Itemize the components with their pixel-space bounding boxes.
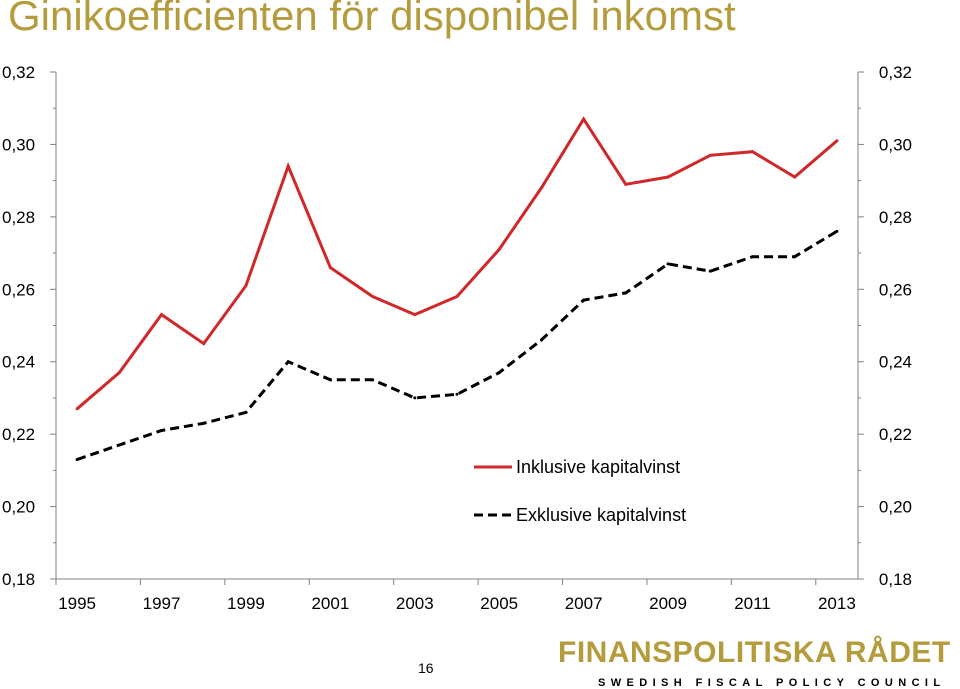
y-tick-label-left: 0,18 bbox=[2, 570, 35, 589]
y-tick-label-right: 0,24 bbox=[879, 353, 912, 372]
data-point bbox=[328, 378, 332, 382]
data-point bbox=[413, 313, 417, 317]
y-tick-label-right: 0,22 bbox=[879, 425, 912, 444]
data-point bbox=[539, 338, 543, 342]
x-tick-label: 1997 bbox=[143, 594, 181, 613]
data-point bbox=[328, 266, 332, 270]
y-tick-label-left: 0,30 bbox=[2, 135, 35, 154]
data-point bbox=[708, 269, 712, 273]
data-point bbox=[75, 407, 79, 411]
data-point bbox=[202, 421, 206, 425]
data-point bbox=[455, 392, 459, 396]
data-point bbox=[582, 298, 586, 302]
page-number: 16 bbox=[418, 660, 434, 676]
y-tick-label-right: 0,28 bbox=[879, 208, 912, 227]
data-point bbox=[793, 255, 797, 259]
chart-axes: 0,18 0,18 0,20 0,20 0,22 0,22 0,24 0,24 0,26 0,26… bbox=[2, 63, 912, 613]
x-tick-label: 1999 bbox=[227, 594, 265, 613]
data-point bbox=[286, 164, 290, 168]
x-tick-label: 1995 bbox=[58, 594, 96, 613]
x-tick-label: 2005 bbox=[480, 594, 518, 613]
data-point bbox=[497, 247, 501, 251]
data-point bbox=[624, 291, 628, 295]
x-tick-label: 2011 bbox=[734, 594, 771, 613]
legend-item-inklusive-label: Inklusive kapitalvinst bbox=[516, 457, 680, 477]
x-tick-label: 2013 bbox=[818, 594, 856, 613]
y-tick-label-left: 0,20 bbox=[2, 498, 35, 517]
data-point bbox=[286, 360, 290, 364]
data-point bbox=[750, 150, 754, 154]
y-tick-label-left: 0,32 bbox=[2, 63, 35, 82]
data-point bbox=[666, 262, 670, 266]
x-tick-label: 2001 bbox=[311, 594, 349, 613]
data-point bbox=[793, 175, 797, 179]
series-layer bbox=[75, 116, 839, 461]
data-point bbox=[75, 457, 79, 461]
data-point bbox=[244, 284, 248, 288]
x-tick-label: 2003 bbox=[396, 594, 434, 613]
legend-item-exklusive-label: Exklusive kapitalvinst bbox=[516, 505, 686, 525]
data-point bbox=[835, 139, 839, 143]
y-tick-label-right: 0,20 bbox=[879, 498, 912, 517]
data-point bbox=[160, 429, 164, 433]
data-point bbox=[371, 295, 375, 299]
y-tick-label-right: 0,26 bbox=[879, 280, 912, 299]
y-tick-label-left: 0,26 bbox=[2, 280, 35, 299]
data-point bbox=[497, 371, 501, 375]
data-point bbox=[750, 255, 754, 259]
series-line-inklusive bbox=[76, 116, 838, 410]
data-point bbox=[666, 175, 670, 179]
logo-tagline: SWEDISH FISCAL POLICY COUNCIL bbox=[598, 677, 946, 689]
data-point bbox=[539, 186, 543, 190]
slide-title: Ginikoefficienten för disponibel inkomst bbox=[8, 0, 736, 39]
data-point bbox=[835, 229, 839, 233]
data-point bbox=[160, 313, 164, 317]
series-line-exklusive bbox=[76, 230, 838, 461]
x-tick-label: 2009 bbox=[649, 594, 687, 613]
data-point bbox=[413, 396, 417, 400]
x-tick-label: 2007 bbox=[565, 594, 603, 613]
data-point bbox=[117, 443, 121, 447]
data-point bbox=[371, 378, 375, 382]
data-point bbox=[708, 153, 712, 157]
y-tick-label-right: 0,18 bbox=[879, 570, 912, 589]
y-tick-label-right: 0,30 bbox=[879, 135, 912, 154]
gini-line-chart: 0,18 0,18 0,20 0,20 0,22 0,22 0,24 0,24 0,26 0,26… bbox=[2, 63, 912, 613]
data-point bbox=[202, 342, 206, 346]
data-point bbox=[117, 371, 121, 375]
data-point bbox=[582, 117, 586, 121]
y-tick-label-right: 0,32 bbox=[879, 63, 912, 82]
y-tick-label-left: 0,24 bbox=[2, 353, 35, 372]
data-point bbox=[455, 295, 459, 299]
data-point bbox=[624, 182, 628, 186]
y-tick-label-left: 0,22 bbox=[2, 425, 35, 444]
y-tick-label-left: 0,28 bbox=[2, 208, 35, 227]
chart-legend: Inklusive kapitalvinst Exklusive kapitalv… bbox=[474, 457, 686, 525]
logo-name: FINANSPOLITISKA RÅDET bbox=[558, 636, 951, 669]
data-point bbox=[244, 410, 248, 414]
